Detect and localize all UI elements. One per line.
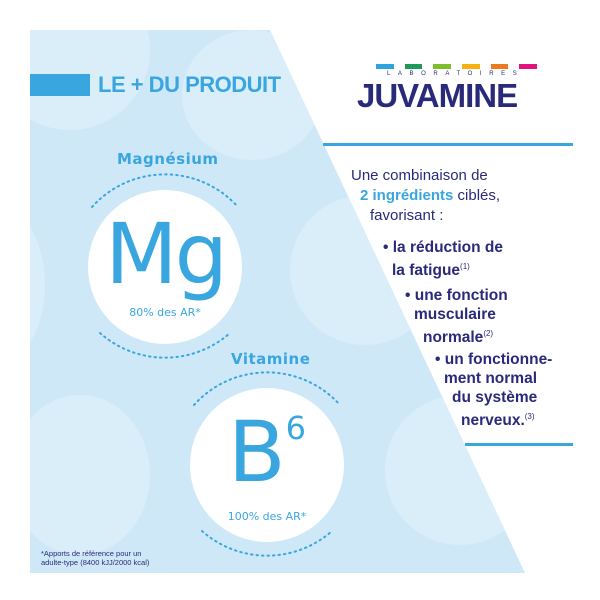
benefit-muscle: • une fonction musculaire normale(2) bbox=[405, 287, 508, 347]
ingredient-label-magnesium: Magnésium bbox=[117, 150, 219, 168]
vitamin-b6-circle: B6 100% des AR* bbox=[190, 388, 344, 542]
magnesium-symbol: Mg bbox=[105, 205, 228, 303]
header-bar bbox=[30, 74, 90, 96]
logo-brand: JUVAMINE bbox=[357, 77, 518, 114]
vitamin-superscript: 6 bbox=[285, 409, 306, 447]
vitamin-percent: 100% des AR* bbox=[227, 510, 307, 523]
juvamine-logo: LABORATOIRES JUVAMINE bbox=[357, 64, 538, 116]
logo-subtitle: LABORATOIRES bbox=[387, 71, 525, 77]
ingredient-label-vitamin: Vitamine bbox=[231, 350, 311, 368]
vitamin-letter: B bbox=[228, 403, 286, 501]
benefit-fatigue: • la réduction de la fatigue(1) bbox=[383, 239, 503, 280]
footnote: *Apports de référence pour un adulte-typ… bbox=[41, 549, 150, 567]
benefit-nervous-system: • un fonctionne- ment normal du système … bbox=[435, 351, 553, 430]
intro-line3: favorisant : bbox=[370, 207, 444, 224]
intro-line2: 2 ingrédients ciblés, bbox=[360, 187, 501, 204]
vitamin-symbol: B6 bbox=[190, 410, 344, 494]
intro-line1: Une combinaison de bbox=[351, 167, 488, 184]
divider-bottom bbox=[465, 443, 573, 446]
divider-top bbox=[323, 143, 573, 146]
decor-circle bbox=[30, 395, 150, 555]
magnesium-circle: Mg 80% des AR* bbox=[88, 190, 242, 344]
logo-color-bars bbox=[376, 64, 538, 69]
magnesium-percent: 80% des AR* bbox=[129, 306, 201, 319]
page-title: LE + DU PRODUIT bbox=[98, 72, 281, 97]
